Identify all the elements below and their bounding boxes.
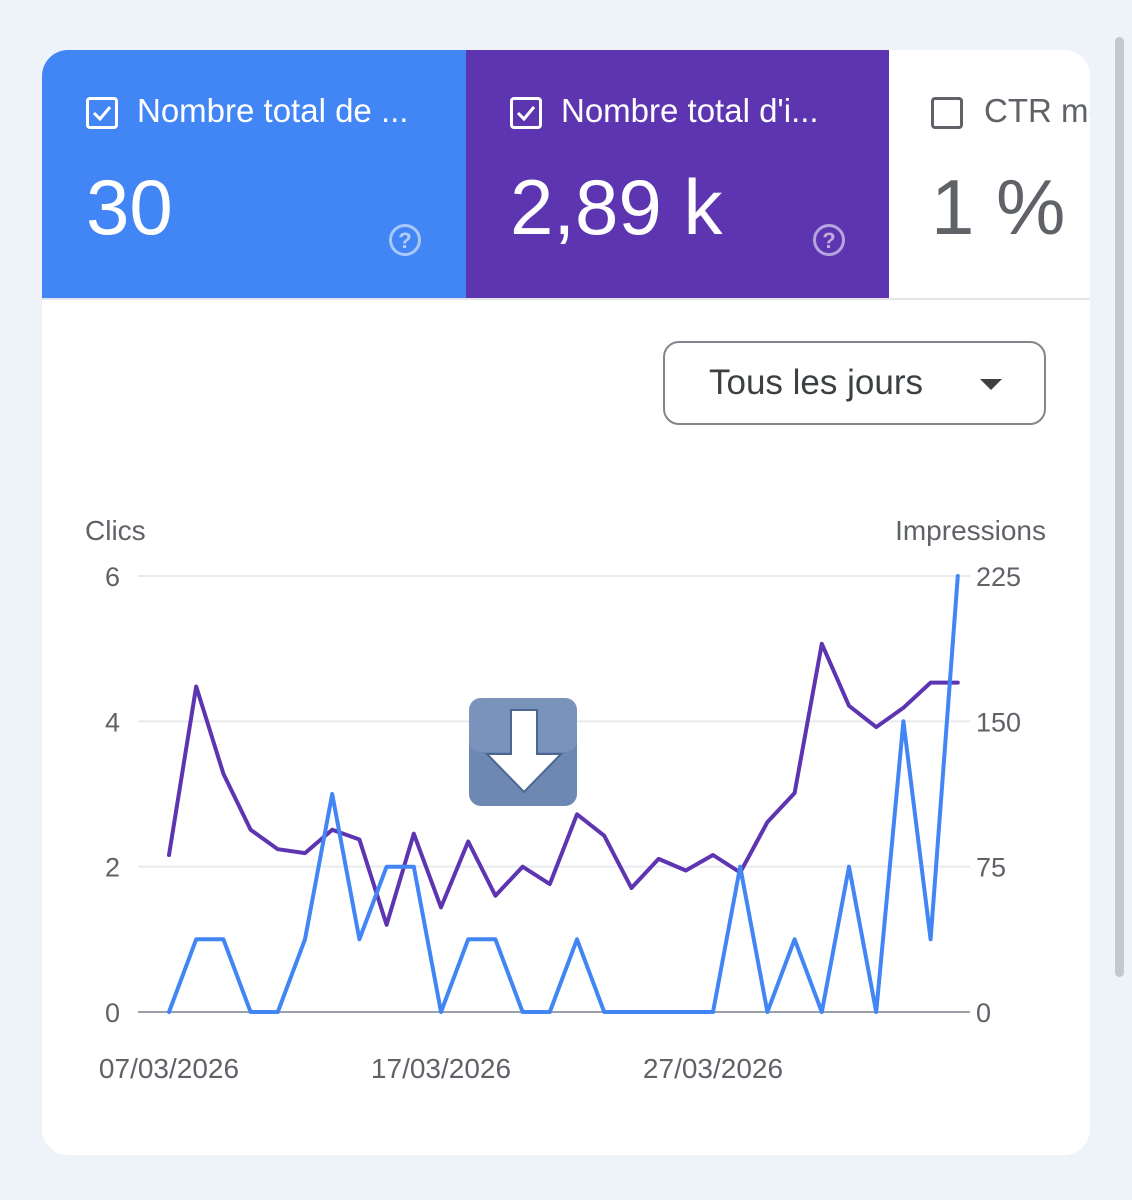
checkbox-unchecked-icon[interactable] [931,97,963,129]
left-tick-label: 6 [105,562,120,592]
arrow-down-icon [469,698,577,806]
right-tick-label: 150 [976,707,1021,737]
series-line-impressions [167,641,960,927]
question-circle-icon[interactable]: ? [813,224,845,256]
metric-value: 30 [86,163,173,251]
performance-card: Nombre total de ... 30 ? Nombre total d'… [42,50,1090,1155]
right-tick-label: 75 [976,853,1006,883]
x-tick-label: 07/03/2026 [99,1053,239,1084]
left-axis-label: Clics [85,515,146,546]
metric-total-clicks[interactable]: Nombre total de ... 30 ? [42,50,466,298]
series-line-clics [167,574,960,1014]
performance-chart: 0 2 4 6 0 75 150 225 07/03/2026 17/03/2026 27/03/2… [85,515,1046,1084]
period-dropdown[interactable]: Tous les jours [663,341,1046,425]
right-axis-label: Impressions [895,515,1046,546]
metric-total-impressions[interactable]: Nombre total d'i... 2,89 k ? [466,50,889,298]
metric-tabs: Nombre total de ... 30 ? Nombre total d'… [42,50,1090,300]
x-tick-label: 27/03/2026 [643,1053,783,1084]
metric-label: Nombre total d'i... [561,92,819,129]
left-tick-label: 2 [105,853,120,883]
x-tick-label: 17/03/2026 [371,1053,511,1084]
metric-label: CTR mo [984,92,1090,129]
metric-value: 1 % [931,163,1066,251]
question-circle-icon[interactable]: ? [389,224,421,256]
metric-label: Nombre total de ... [137,92,409,129]
scrollbar[interactable] [1115,37,1124,977]
metric-ctr[interactable]: CTR mo 1 % [889,50,1090,298]
checkbox-checked-icon[interactable] [86,97,118,129]
right-tick-label: 0 [976,998,991,1028]
right-tick-label: 225 [976,562,1021,592]
caret-down-icon [980,379,1002,390]
checkbox-checked-icon[interactable] [510,97,542,129]
metric-value: 2,89 k [510,163,723,251]
left-tick-label: 0 [105,998,120,1028]
period-dropdown-label: Tous les jours [709,363,923,402]
left-tick-label: 4 [105,707,120,737]
